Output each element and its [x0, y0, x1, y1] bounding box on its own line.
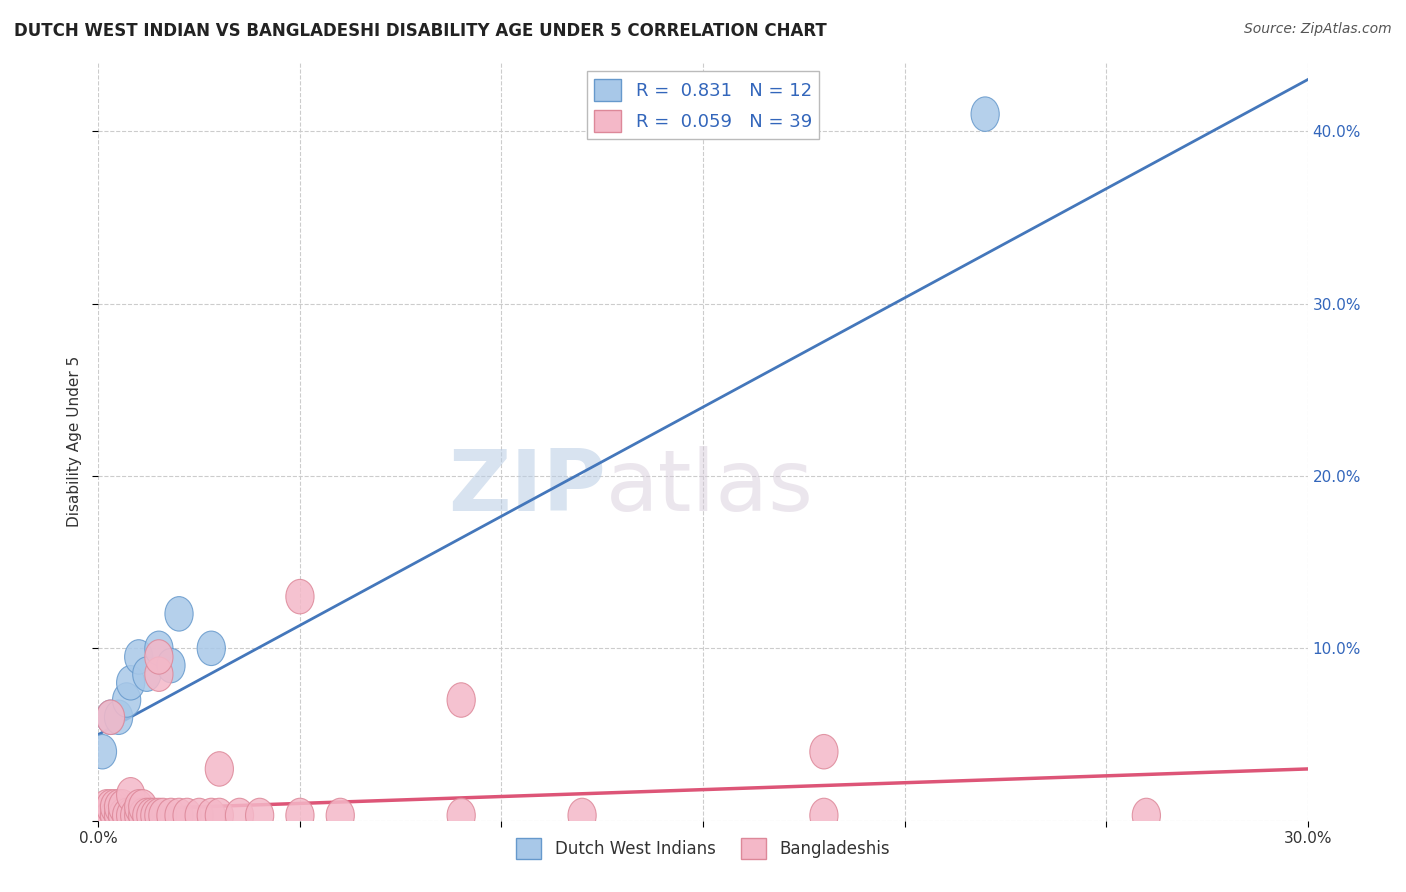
Ellipse shape	[93, 789, 121, 824]
Ellipse shape	[145, 657, 173, 691]
Ellipse shape	[125, 789, 153, 824]
Ellipse shape	[100, 789, 129, 824]
Ellipse shape	[104, 798, 132, 833]
Ellipse shape	[97, 700, 125, 734]
Ellipse shape	[132, 798, 160, 833]
Ellipse shape	[225, 798, 253, 833]
Ellipse shape	[129, 798, 157, 833]
Ellipse shape	[97, 700, 125, 734]
Ellipse shape	[285, 798, 314, 833]
Ellipse shape	[97, 789, 125, 824]
Ellipse shape	[285, 580, 314, 614]
Ellipse shape	[100, 798, 129, 833]
Ellipse shape	[810, 798, 838, 833]
Ellipse shape	[132, 657, 160, 691]
Ellipse shape	[197, 798, 225, 833]
Ellipse shape	[117, 778, 145, 812]
Text: Source: ZipAtlas.com: Source: ZipAtlas.com	[1244, 22, 1392, 37]
Ellipse shape	[104, 700, 132, 734]
Ellipse shape	[205, 752, 233, 786]
Ellipse shape	[117, 665, 145, 700]
Ellipse shape	[205, 798, 233, 833]
Ellipse shape	[326, 798, 354, 833]
Ellipse shape	[125, 640, 153, 674]
Ellipse shape	[145, 798, 173, 833]
Ellipse shape	[145, 640, 173, 674]
Ellipse shape	[568, 798, 596, 833]
Ellipse shape	[149, 798, 177, 833]
Ellipse shape	[112, 682, 141, 717]
Ellipse shape	[173, 798, 201, 833]
Text: atlas: atlas	[606, 445, 814, 529]
Ellipse shape	[89, 798, 117, 833]
Ellipse shape	[197, 632, 225, 665]
Ellipse shape	[972, 97, 1000, 131]
Ellipse shape	[1132, 798, 1160, 833]
Ellipse shape	[117, 798, 145, 833]
Ellipse shape	[89, 734, 117, 769]
Ellipse shape	[165, 798, 193, 833]
Ellipse shape	[121, 798, 149, 833]
Ellipse shape	[145, 632, 173, 665]
Ellipse shape	[447, 798, 475, 833]
Ellipse shape	[447, 682, 475, 717]
Ellipse shape	[157, 798, 186, 833]
Ellipse shape	[112, 798, 141, 833]
Ellipse shape	[165, 597, 193, 632]
Legend: Dutch West Indians, Bangladeshis: Dutch West Indians, Bangladeshis	[510, 831, 896, 865]
Ellipse shape	[108, 789, 136, 824]
Ellipse shape	[141, 798, 169, 833]
Ellipse shape	[125, 798, 153, 833]
Y-axis label: Disability Age Under 5: Disability Age Under 5	[66, 356, 82, 527]
Ellipse shape	[104, 789, 132, 824]
Ellipse shape	[186, 798, 214, 833]
Ellipse shape	[97, 798, 125, 833]
Ellipse shape	[157, 648, 186, 682]
Ellipse shape	[246, 798, 274, 833]
Ellipse shape	[136, 798, 165, 833]
Text: ZIP: ZIP	[449, 445, 606, 529]
Text: DUTCH WEST INDIAN VS BANGLADESHI DISABILITY AGE UNDER 5 CORRELATION CHART: DUTCH WEST INDIAN VS BANGLADESHI DISABIL…	[14, 22, 827, 40]
Ellipse shape	[93, 798, 121, 833]
Ellipse shape	[129, 789, 157, 824]
Ellipse shape	[108, 798, 136, 833]
Ellipse shape	[810, 734, 838, 769]
